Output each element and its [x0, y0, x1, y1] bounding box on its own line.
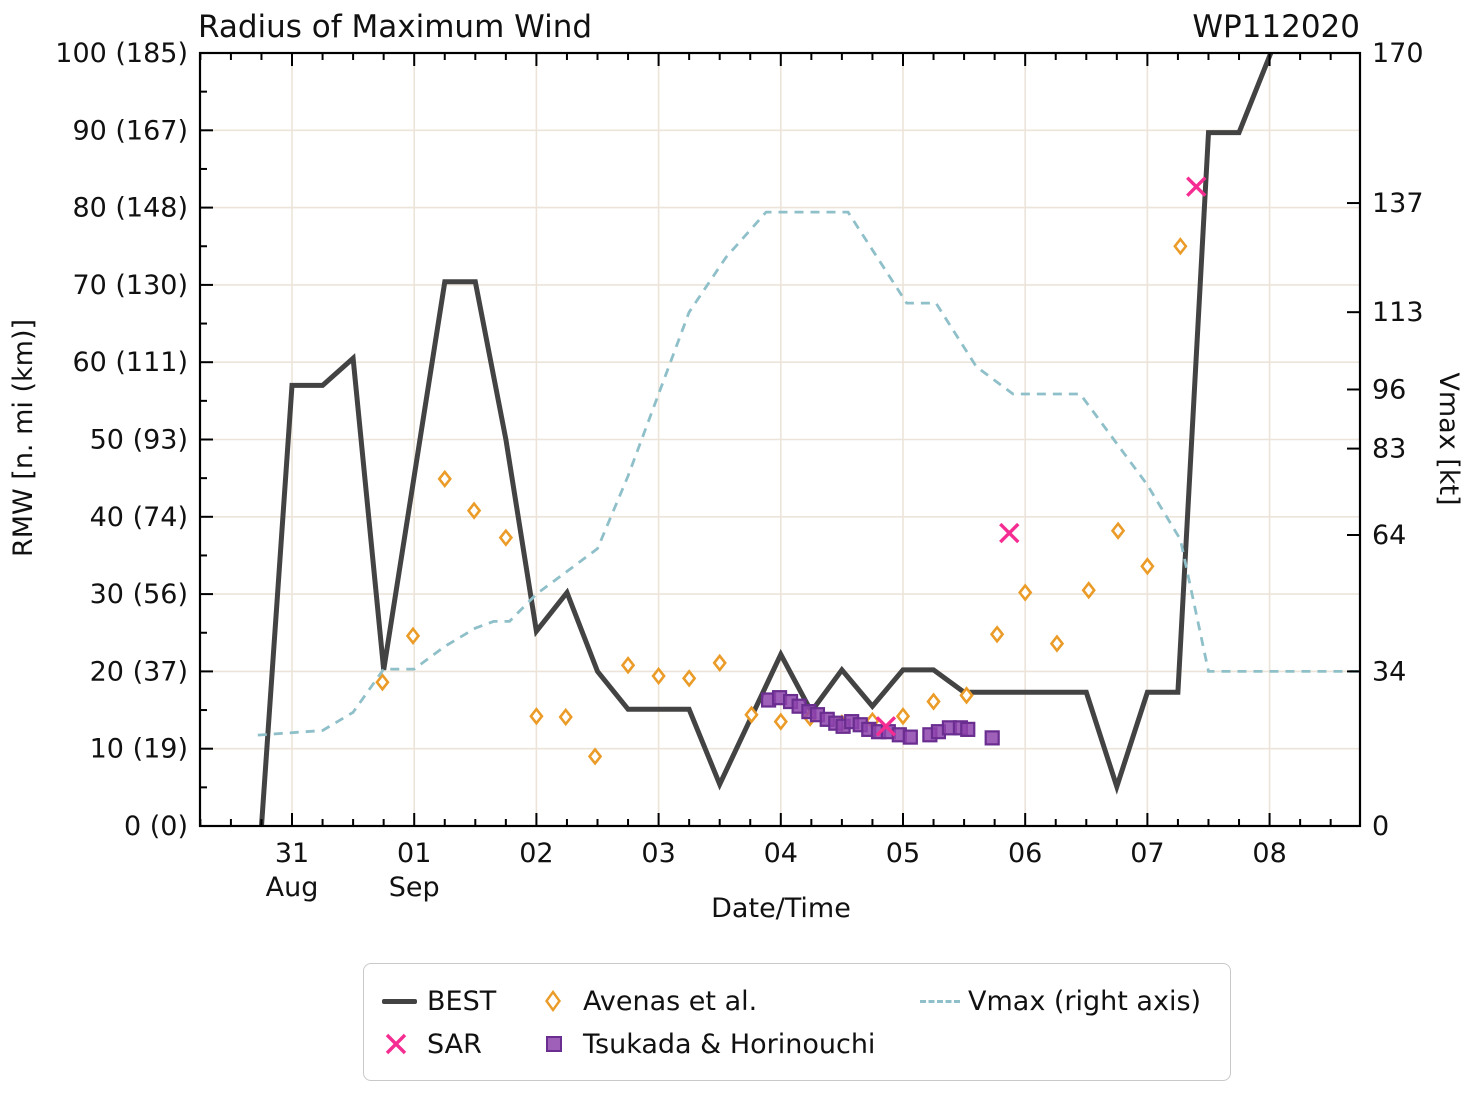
avenas-marker — [1081, 581, 1096, 600]
y-left-tick-label: 20 (37) — [90, 656, 188, 687]
legend-label-avenas: Avenas et al. — [583, 986, 758, 1017]
y-right-tick-label: 96 — [1372, 374, 1406, 405]
avenas-marker — [587, 747, 603, 766]
legend-label-best: BEST — [427, 986, 497, 1017]
x-tick-label: 07 — [1130, 838, 1164, 869]
x-tick-sublabel: Aug — [266, 872, 319, 903]
x-tick-label: 31 — [275, 838, 309, 869]
y-left-tick-label: 100 (185) — [55, 38, 188, 69]
y-left-tick-label: 80 (148) — [72, 193, 188, 224]
y-right-tick-label: 113 — [1372, 297, 1424, 328]
vmax-right-axis--line — [257, 210, 1360, 737]
x-tick-label: 08 — [1252, 838, 1286, 869]
avenas-diamond-swatch — [545, 990, 561, 1012]
x-tick-label: 05 — [886, 838, 920, 869]
x-tick-sublabel: Sep — [389, 872, 440, 903]
avenas-marker — [1110, 521, 1126, 540]
y-right-tick-label: 137 — [1372, 188, 1424, 219]
legend: BEST SAR Avenas et al. Tsukada & Horinou… — [363, 963, 1231, 1081]
legend-label-vmax: Vmax (right axis) — [968, 986, 1202, 1017]
y-right-tick-label: 0 — [1372, 811, 1389, 842]
sar-x-swatch — [385, 1033, 407, 1055]
avenas-marker — [558, 707, 573, 727]
avenas-marker — [1018, 583, 1033, 602]
avenas-marker — [959, 686, 974, 705]
tsukada-marker — [960, 721, 976, 737]
avenas-marker — [437, 469, 452, 489]
x-tick-label: 03 — [641, 838, 675, 869]
y-left-tick-label: 50 (93) — [90, 425, 188, 456]
avenas-marker — [989, 625, 1005, 644]
x-tick-label: 06 — [1008, 838, 1042, 869]
y-right-tick-label: 34 — [1372, 656, 1406, 687]
avenas-marker — [405, 626, 421, 645]
y-left-tick-label: 30 (56) — [90, 579, 188, 610]
x-axis-label: Date/Time — [711, 893, 851, 924]
y-right-tick-label: 83 — [1372, 434, 1406, 465]
sar-marker — [999, 522, 1020, 544]
y-left-tick-label: 70 (130) — [72, 270, 188, 301]
avenas-marker — [1173, 237, 1188, 256]
sar-marker — [1186, 176, 1207, 197]
legend-label-tsukada: Tsukada & Horinouchi — [583, 1029, 876, 1060]
avenas-marker — [375, 673, 390, 692]
avenas-marker — [466, 501, 482, 520]
tsukada-marker — [984, 730, 1000, 746]
y-left-tick-label: 60 (111) — [72, 347, 188, 378]
y-right-tick-label: 64 — [1372, 520, 1406, 551]
series-layer — [257, 52, 1360, 827]
legend-label-sar: SAR — [427, 1029, 482, 1060]
avenas-marker — [895, 707, 911, 726]
x-tick-label: 04 — [764, 838, 798, 869]
tsukada-square-swatch — [546, 1036, 562, 1052]
avenas-marker — [620, 656, 636, 675]
avenas-marker — [651, 666, 666, 686]
avenas-marker — [744, 705, 759, 724]
y-left-tick-label: 90 (167) — [72, 115, 188, 146]
best-line-swatch — [382, 999, 417, 1004]
tsukada-marker — [902, 729, 918, 745]
sar-marker — [875, 716, 897, 737]
x-tick-label: 01 — [397, 838, 431, 869]
y-left-tick-label: 10 (19) — [90, 734, 188, 765]
y-left-tick-label: 0 (0) — [124, 811, 188, 842]
storm-id: WP112020 — [1192, 9, 1360, 45]
avenas-marker — [681, 669, 697, 688]
avenas-marker — [926, 692, 941, 711]
avenas-marker — [712, 653, 727, 673]
avenas-marker — [1140, 557, 1155, 576]
y-left-tick-label: 40 (74) — [90, 502, 188, 533]
x-tick-label: 02 — [519, 838, 553, 869]
avenas-marker — [773, 712, 788, 731]
avenas-marker — [1049, 634, 1065, 653]
y-right-tick-label: 170 — [1372, 38, 1424, 69]
chart-title: Radius of Maximum Wind — [198, 9, 593, 45]
vmax-dash-swatch — [920, 1000, 960, 1003]
avenas-marker — [498, 528, 514, 547]
avenas-marker — [529, 707, 544, 726]
